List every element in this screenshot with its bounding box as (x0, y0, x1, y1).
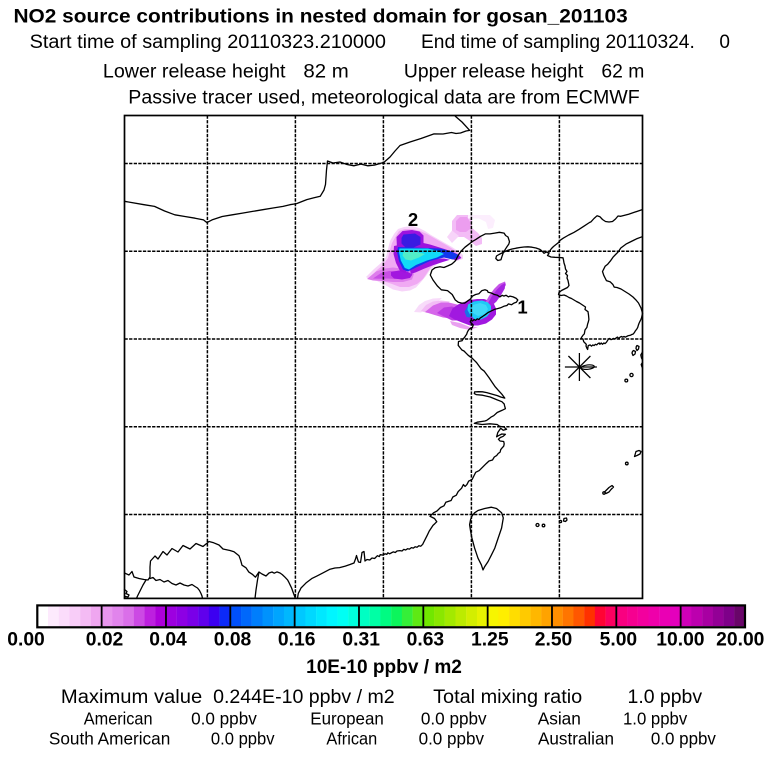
svg-text:10.00: 10.00 (656, 630, 704, 651)
svg-text:2.50: 2.50 (535, 630, 573, 651)
svg-text:0.0 ppbv: 0.0 ppbv (211, 729, 275, 749)
svg-text:Lower release height: Lower release height (103, 62, 286, 83)
svg-text:Asian: Asian (538, 709, 581, 729)
svg-text:Australian: Australian (538, 729, 614, 749)
svg-text:End time of sampling 20110324.: End time of sampling 20110324. (421, 32, 695, 53)
svg-text:0.63: 0.63 (407, 630, 445, 651)
svg-text:South American: South American (49, 729, 170, 749)
svg-text:1: 1 (517, 297, 527, 318)
svg-text:0.0 ppbv: 0.0 ppbv (419, 729, 485, 749)
svg-text:0.244E-10 ppbv / m2: 0.244E-10 ppbv / m2 (213, 687, 395, 708)
svg-text:0.0 ppbv: 0.0 ppbv (651, 729, 716, 749)
svg-text:0.31: 0.31 (342, 630, 380, 651)
svg-text:NO2 source contributions in ne: NO2 source contributions in nested domai… (14, 5, 628, 27)
svg-text:1.25: 1.25 (471, 630, 509, 651)
svg-text:82 m: 82 m (303, 62, 348, 83)
svg-text:0.04: 0.04 (149, 630, 187, 651)
svg-text:2: 2 (408, 209, 418, 230)
svg-text:European: European (310, 709, 384, 729)
svg-text:Maximum value: Maximum value (61, 687, 202, 708)
svg-text:0.02: 0.02 (86, 630, 124, 651)
svg-text:African: African (326, 729, 377, 749)
svg-text:0.00: 0.00 (7, 630, 45, 651)
svg-text:Upper release height: Upper release height (404, 62, 584, 83)
svg-text:10E-10 ppbv / m2: 10E-10 ppbv / m2 (306, 656, 462, 678)
svg-text:Total mixing ratio: Total mixing ratio (433, 687, 582, 708)
svg-text:0.16: 0.16 (278, 630, 316, 651)
svg-text:62 m: 62 m (601, 62, 644, 83)
svg-text:20.00: 20.00 (716, 630, 764, 651)
svg-text:Start time of sampling 2011032: Start time of sampling 20110323.210000 (30, 32, 386, 53)
svg-text:Passive tracer used, meteorolo: Passive tracer used, meteorological data… (128, 87, 639, 108)
svg-text:1.0 ppbv: 1.0 ppbv (628, 687, 703, 708)
svg-text:5.00: 5.00 (600, 630, 638, 651)
svg-text:American: American (84, 709, 153, 729)
svg-text:0: 0 (719, 32, 730, 53)
svg-text:0.0 ppbv: 0.0 ppbv (191, 709, 257, 729)
svg-text:0.08: 0.08 (214, 630, 252, 651)
svg-text:0.0 ppbv: 0.0 ppbv (421, 709, 487, 729)
svg-text:1.0 ppbv: 1.0 ppbv (623, 709, 688, 729)
